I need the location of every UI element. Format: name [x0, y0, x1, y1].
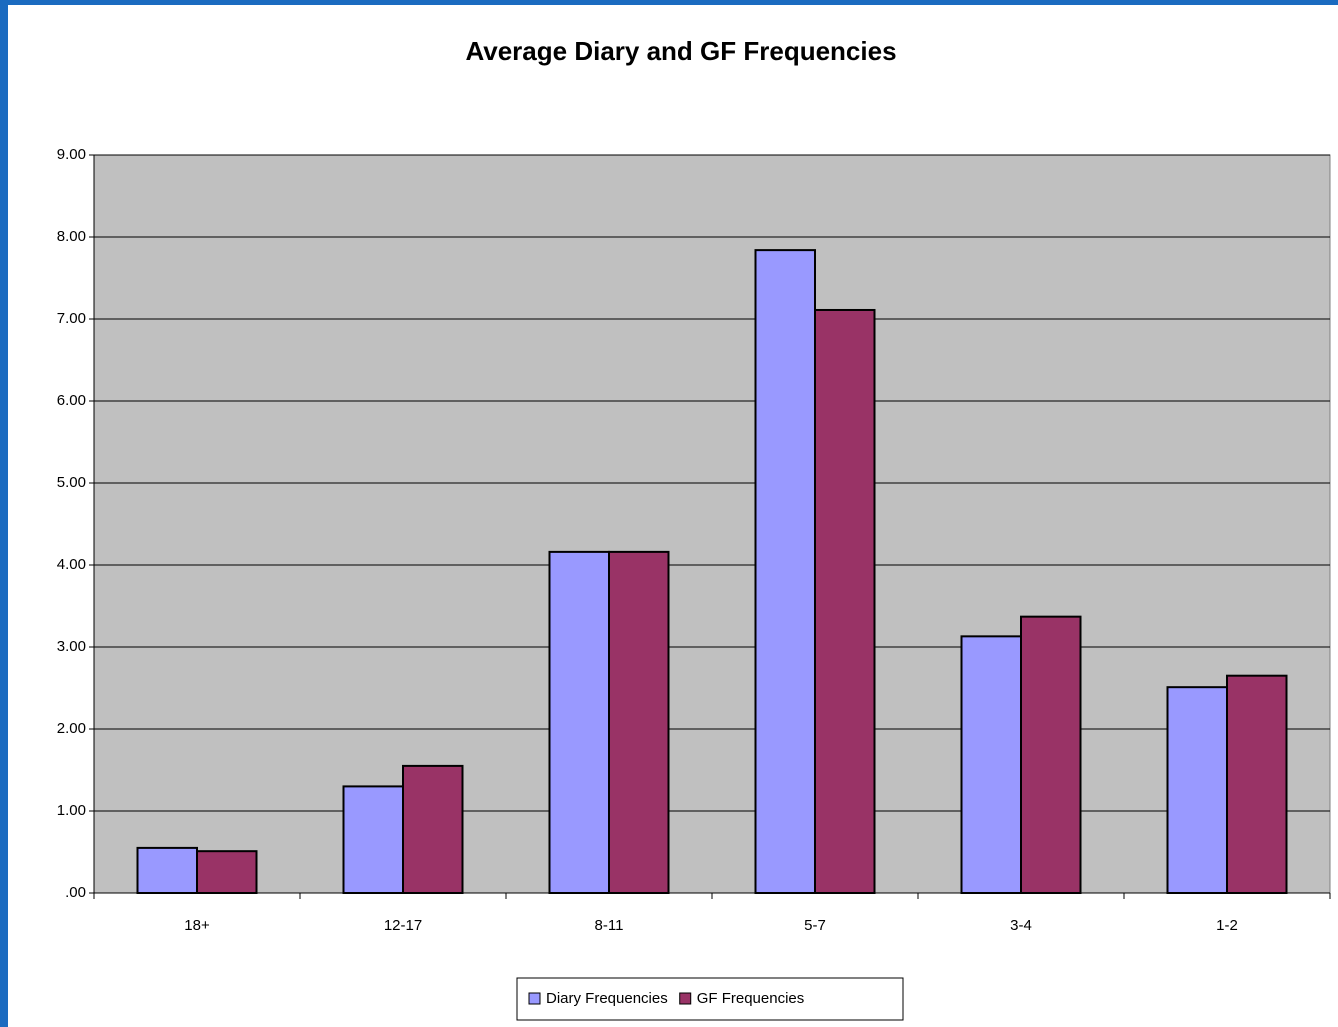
bar [1020, 615, 1082, 894]
y-tick-label: 4.00 [57, 556, 86, 573]
y-tick-label: 6.00 [57, 392, 86, 409]
legend-box [516, 977, 904, 1021]
bar [960, 635, 1022, 895]
bar [1226, 674, 1288, 895]
x-tick-label: 18+ [184, 917, 210, 934]
bar [814, 308, 876, 895]
x-tick-label: 3-4 [1010, 917, 1032, 934]
x-tick-label: 5-7 [804, 917, 826, 934]
bar [548, 550, 610, 894]
legend-label: GF Frequencies [697, 990, 805, 1007]
legend-swatch [679, 992, 692, 1005]
bar [342, 785, 404, 895]
legend-swatch [528, 992, 541, 1005]
x-tick-label: 8-11 [595, 917, 624, 934]
bar [608, 550, 670, 894]
bar [754, 249, 816, 894]
legend-label: Diary Frequencies [546, 990, 668, 1007]
y-tick-label: 7.00 [57, 310, 86, 327]
x-tick-label: 12-17 [384, 917, 422, 934]
x-tick-label: 1-2 [1216, 917, 1238, 934]
bar [1166, 686, 1228, 894]
bar [196, 850, 258, 894]
y-tick-label: 5.00 [57, 474, 86, 491]
y-tick-label: .00 [65, 884, 86, 901]
chart-title: Average Diary and GF Frequencies [465, 36, 896, 66]
bar [402, 764, 464, 895]
bar [136, 846, 198, 895]
y-tick-label: 1.00 [57, 802, 86, 819]
y-tick-label: 3.00 [57, 638, 86, 655]
y-tick-label: 2.00 [57, 720, 86, 737]
y-tick-label: 8.00 [57, 228, 86, 245]
plot-area [93, 154, 1331, 894]
y-tick-label: 9.00 [57, 146, 86, 163]
